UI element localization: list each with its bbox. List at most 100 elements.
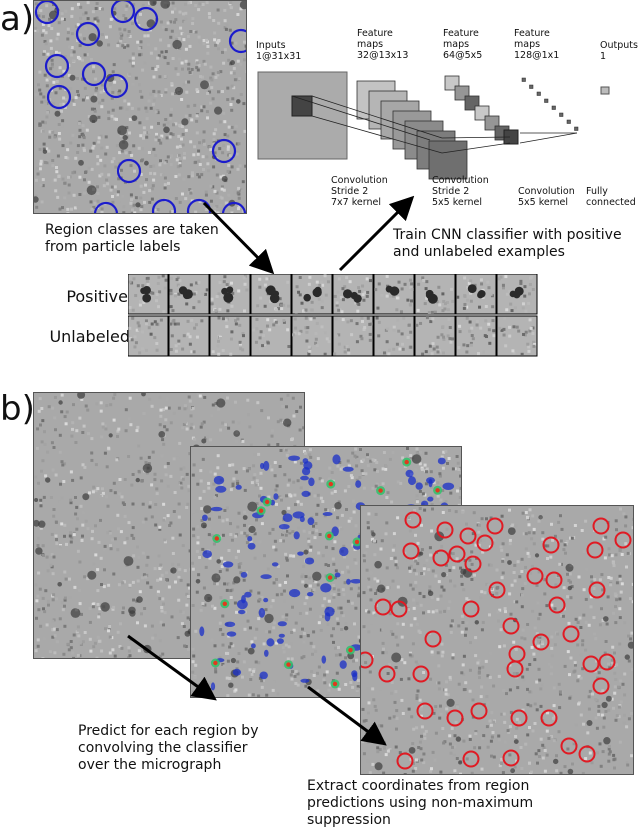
heatmap-blob <box>289 589 300 597</box>
heatmap-blob <box>307 592 313 596</box>
feature-unit <box>567 120 571 124</box>
op-name: Convolution <box>331 175 388 186</box>
extracted-circle <box>508 662 523 677</box>
extracted-circle <box>547 573 562 588</box>
particle-blob <box>124 556 134 566</box>
particle-blob <box>201 439 206 444</box>
layer-inputs-label: Inputs 1@31x31 <box>256 40 301 62</box>
extracted-circle <box>616 533 631 548</box>
extracted-circle <box>448 711 463 726</box>
extracted-circle <box>600 655 615 670</box>
extracted-micrograph <box>360 505 634 775</box>
heatmap-blob <box>273 493 278 500</box>
heatmap-blob <box>202 515 208 521</box>
particle-blob <box>128 607 135 614</box>
heatmap-blob <box>427 497 433 502</box>
layer-title: Inputs <box>256 40 301 51</box>
extracted-circle <box>466 557 481 572</box>
heatmap-blob <box>260 574 271 579</box>
extracted-circle <box>544 538 559 553</box>
extracted-circle <box>564 627 579 642</box>
heatmap-peak <box>213 661 217 665</box>
feature-map-stack-1 <box>357 81 467 179</box>
heatmap-blob <box>248 543 256 550</box>
heatmap-blob <box>236 485 242 490</box>
label-circle <box>188 200 210 213</box>
op-detail: 5x5 kernel <box>432 197 489 208</box>
heatmap-blob <box>428 479 432 488</box>
heatmap-peak <box>333 682 337 686</box>
particle-blob <box>143 645 151 653</box>
particle-blob <box>303 294 311 302</box>
unlabeled-row-label: Unlabeled <box>30 328 130 346</box>
particle-blob <box>136 596 143 603</box>
particle-blob <box>266 285 276 295</box>
op-name: Convolution <box>518 186 575 197</box>
op-name: Fully <box>586 186 636 197</box>
extracted-circle <box>434 551 449 566</box>
heatmap-peak <box>435 488 439 492</box>
heatmap-peak <box>223 602 227 606</box>
extracted-circle <box>380 667 395 682</box>
heatmap-blob <box>322 656 327 664</box>
heatmap-peak <box>327 534 331 538</box>
heatmap-blob <box>267 638 275 646</box>
heatmap-blob <box>302 491 311 497</box>
feature-map <box>429 141 467 179</box>
particle-blob <box>142 294 151 303</box>
layer-title: Feature maps <box>514 28 564 50</box>
feature-unit <box>522 78 526 82</box>
heatmap-blob <box>340 660 347 669</box>
particle-blob <box>136 478 140 482</box>
extracted-circle <box>510 647 525 662</box>
extracted-circle <box>404 544 419 559</box>
heatmap-blob <box>352 672 357 681</box>
op-conv2-label: Convolution Stride 2 5x5 kernel <box>432 175 489 208</box>
heatmap-blob <box>443 483 455 490</box>
region-classes-caption: Region classes are taken from particle l… <box>45 222 235 256</box>
heatmap-blob <box>264 650 269 657</box>
particle-blob <box>386 286 393 293</box>
label-circle <box>230 30 246 52</box>
particle-label-circles <box>34 1 246 213</box>
particle-blob <box>45 477 50 482</box>
heatmap-blob <box>233 669 241 676</box>
heatmap-blob <box>324 607 334 617</box>
op-detail: Stride 2 <box>331 186 388 197</box>
extracted-circle <box>562 739 577 754</box>
heatmap-blob <box>223 561 233 567</box>
labeled-micrograph <box>33 0 247 214</box>
heatmap-blob <box>211 682 215 690</box>
heatmap-blob <box>300 516 305 522</box>
heatmap-peak <box>405 460 409 464</box>
heatmap-blob <box>355 480 361 488</box>
particle-blob <box>100 602 110 612</box>
heatmap-blob <box>343 467 354 472</box>
particle-blob <box>313 288 322 297</box>
heatmap-blob <box>416 482 423 489</box>
extracted-circle <box>542 711 557 726</box>
particle-blob <box>82 493 89 500</box>
extracted-circle <box>512 711 527 726</box>
op-detail: 5x5 kernel <box>518 197 575 208</box>
heatmap-blob <box>300 679 309 683</box>
layer-title: Feature maps <box>443 28 493 50</box>
extracted-circle <box>504 619 519 634</box>
particle-blob <box>179 286 187 294</box>
unlabeled-patch <box>292 316 332 356</box>
heatmap-blob <box>346 579 351 585</box>
particle-blob <box>343 289 352 298</box>
particle-blob <box>428 294 438 304</box>
heatmap-blob <box>260 463 264 469</box>
heatmap-blob <box>294 531 300 539</box>
heatmap-blob <box>279 634 285 638</box>
heatmap-blob <box>308 478 314 487</box>
extracted-circle <box>504 751 519 766</box>
label-circle <box>46 55 68 77</box>
heatmap-peak <box>286 662 290 666</box>
label-circle <box>153 200 175 213</box>
heatmap-blob <box>408 476 416 485</box>
heatmap-peak <box>348 648 352 652</box>
extracted-circle <box>461 529 476 544</box>
train-caption: Train CNN classifier with positive and u… <box>393 227 638 261</box>
